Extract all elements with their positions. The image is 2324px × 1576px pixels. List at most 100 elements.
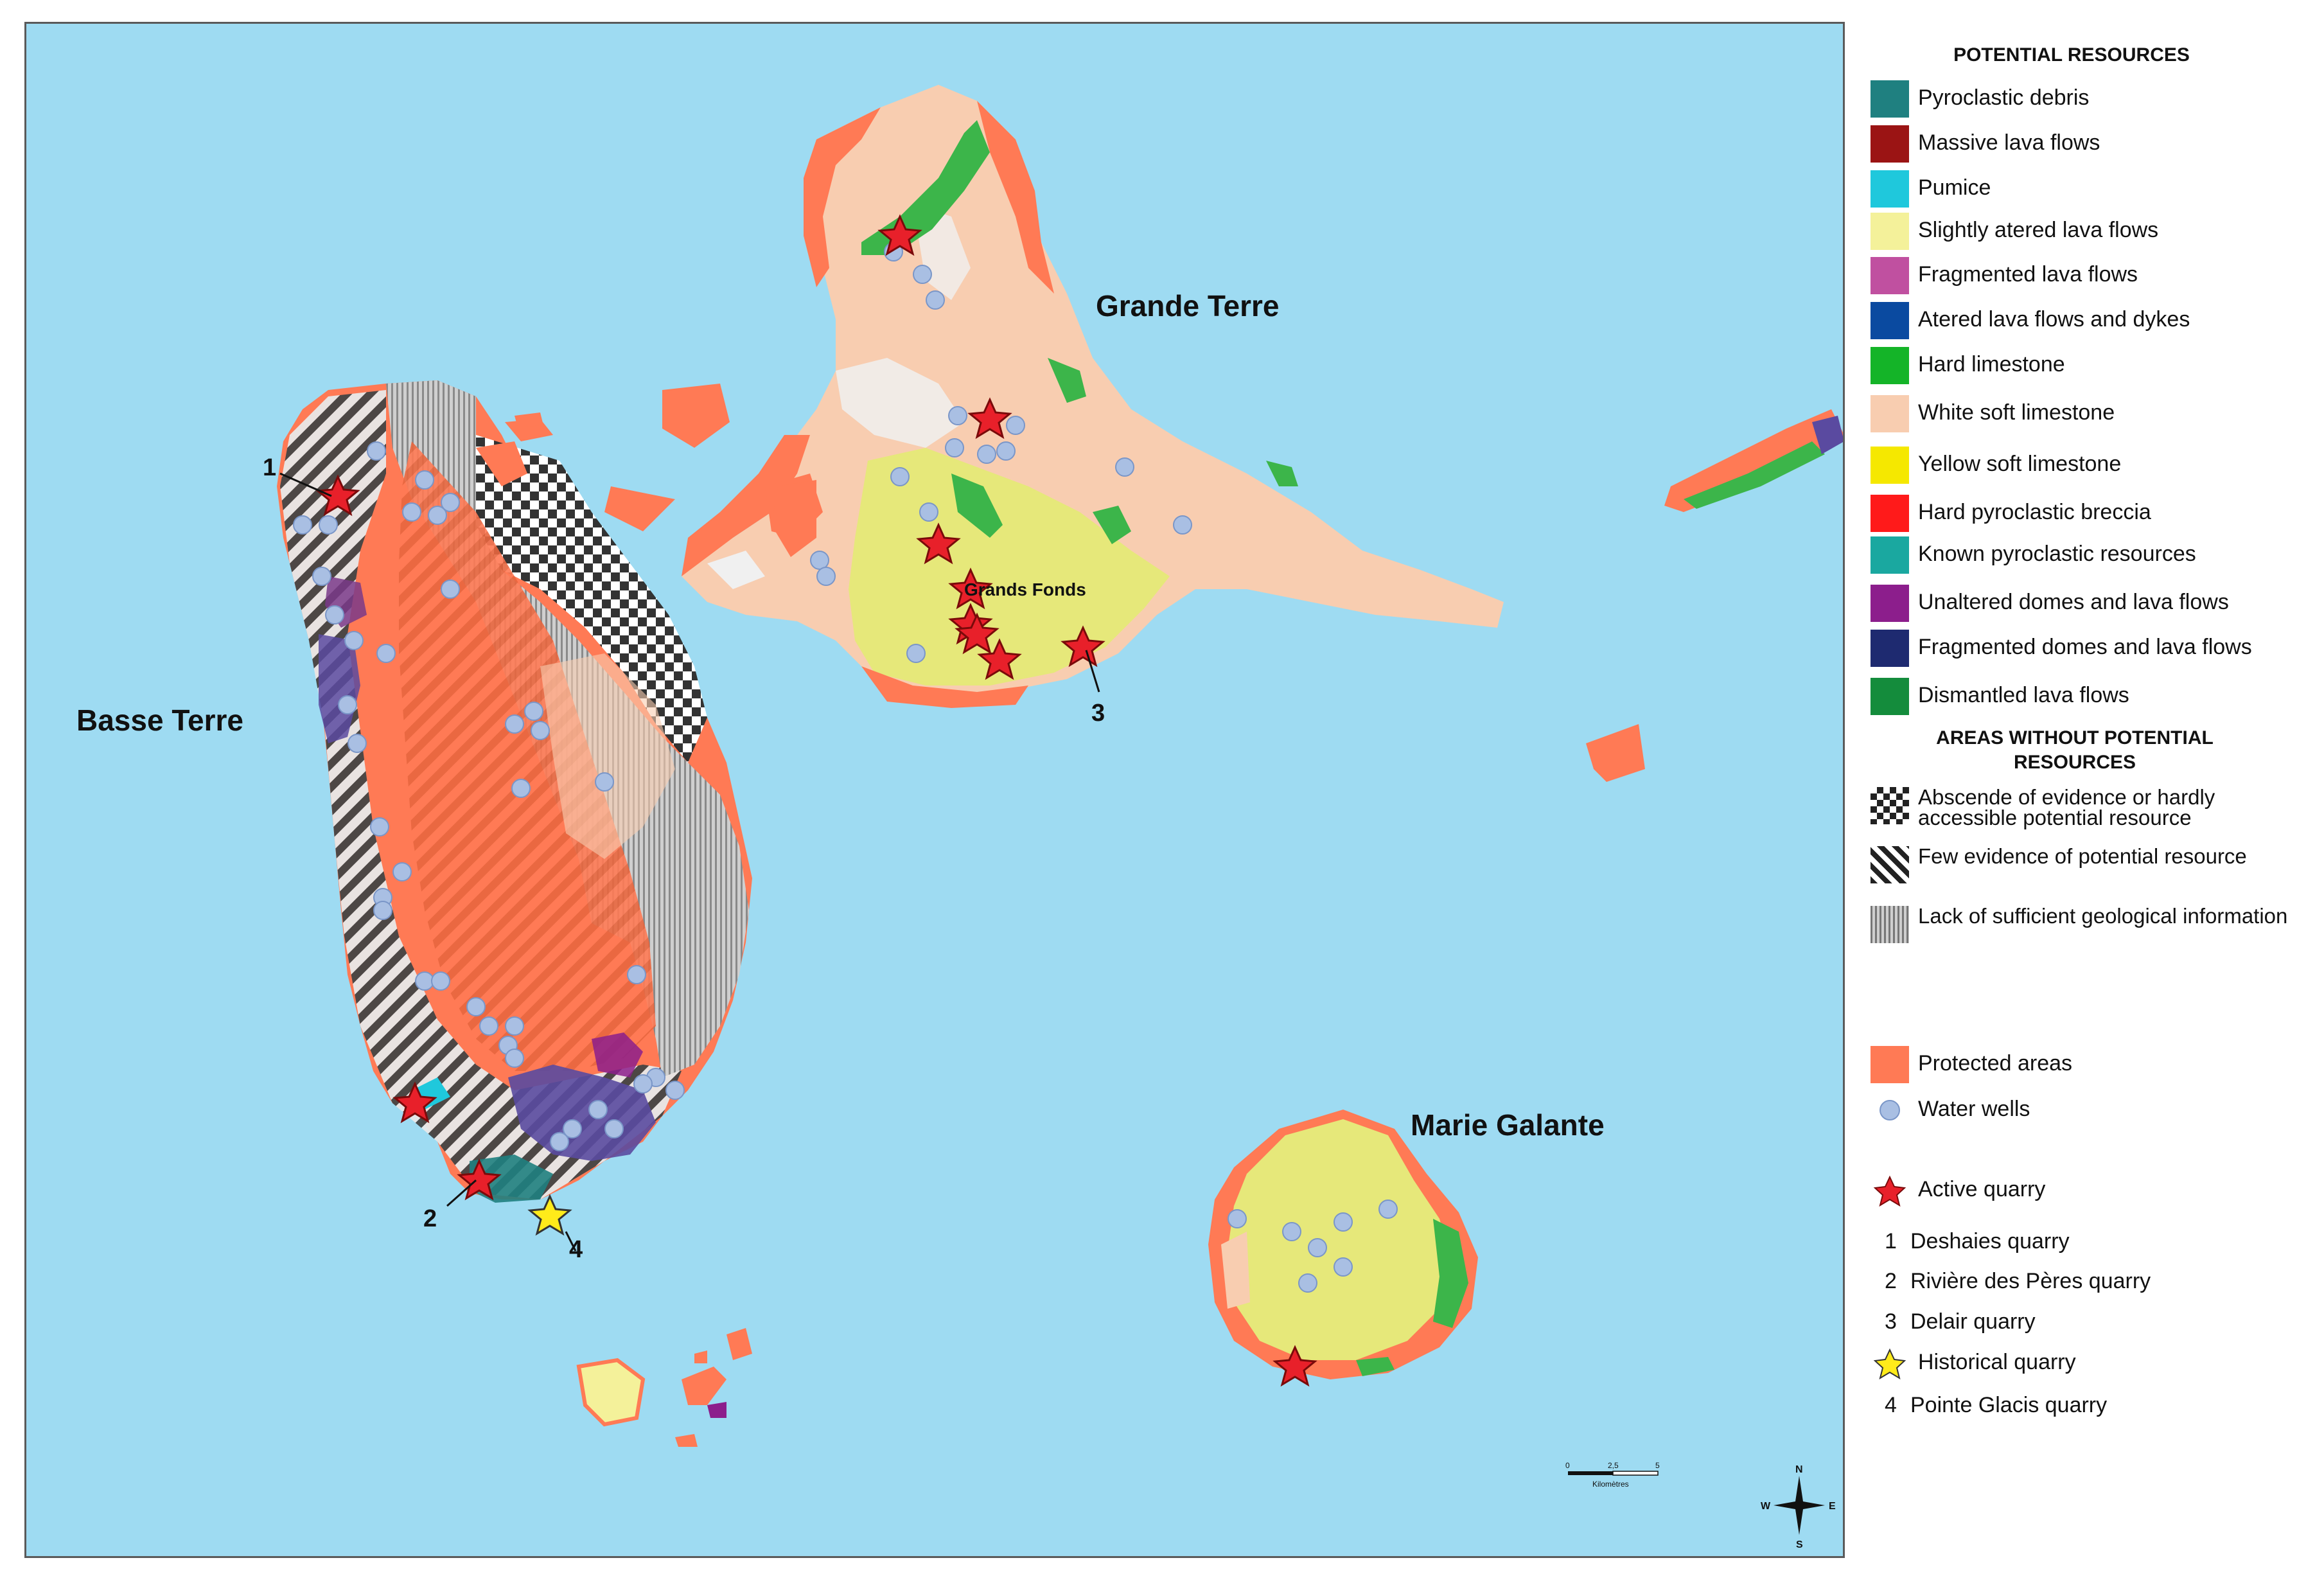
legend-row-protected: Protected areas	[1871, 1046, 2307, 1083]
basse-terre-unaltered-south	[592, 1032, 643, 1077]
water-well	[415, 470, 434, 490]
water-well	[312, 567, 331, 586]
water-well	[524, 702, 543, 721]
legend-label: Known pyroclastic resources	[1918, 542, 2196, 566]
water-well	[906, 644, 926, 663]
water-well	[293, 515, 312, 535]
label-basse-terre: Basse Terre	[76, 704, 243, 737]
grande-terre-hard-limestone-mid	[951, 474, 1003, 538]
water-well	[816, 567, 836, 586]
quarry-3-num: 3	[1885, 1309, 1897, 1334]
water-well	[505, 1016, 524, 1036]
water-well	[441, 580, 460, 599]
legend-label: Atered lava flows and dykes	[1918, 307, 2190, 332]
legend-row-area: Abscende of evidence or hardly accessibl…	[1871, 786, 2307, 828]
compass-rose: N S E W	[1761, 1464, 1836, 1550]
water-well	[627, 965, 646, 984]
legend-row-potential: Yellow soft limestone	[1871, 447, 2307, 484]
water-well	[511, 779, 531, 798]
quarry-2-row: 2 Rivière des Pères quarry	[1885, 1269, 2151, 1294]
active-quarry-star	[877, 214, 922, 256]
water-well	[319, 515, 338, 535]
water-well	[373, 901, 392, 920]
legend-row-potential: Slightly atered lava flows	[1871, 213, 2307, 250]
active-quarry-icon	[1873, 1175, 1906, 1207]
grande-terre-island	[682, 85, 1504, 708]
legend-swatch	[1871, 536, 1909, 574]
basse-terre-checker-area	[476, 435, 707, 763]
water-well	[370, 817, 389, 837]
islet-3	[726, 1328, 752, 1360]
legend-label: Abscende of evidence or hardly accessibl…	[1918, 785, 2215, 829]
historical-quarry-star	[527, 1194, 572, 1236]
protected-label: Protected areas	[1918, 1051, 2073, 1076]
water-well	[996, 441, 1016, 461]
legend-swatch	[1871, 170, 1909, 208]
islet-6	[694, 1350, 707, 1363]
legend-pattern-swatch	[1871, 846, 1909, 883]
active-quarries	[315, 214, 1317, 1387]
active-quarry-star	[948, 567, 993, 610]
water-wells-label: Water wells	[1918, 1097, 2030, 1121]
compass-w: W	[1761, 1501, 1771, 1512]
protected-offshore-2	[604, 486, 675, 531]
water-well	[1378, 1200, 1398, 1219]
water-well	[945, 438, 964, 457]
legend-row-potential: Pyroclastic debris	[1871, 80, 2307, 118]
water-well	[550, 1132, 569, 1151]
marie-galante-island	[1208, 1110, 1478, 1379]
active-quarry-star	[916, 522, 961, 565]
legend-row-potential: Fragmented lava flows	[1871, 257, 2307, 294]
scale-bar: 0 2,5 5 Kilomètres	[1565, 1461, 1660, 1489]
water-well	[810, 551, 829, 570]
water-well	[563, 1119, 582, 1138]
legend-row-area: Few evidence of potential resource	[1871, 846, 2307, 883]
islet-4	[707, 1402, 726, 1418]
scale-unit: Kilomètres	[1592, 1480, 1629, 1489]
legend-label: Hard pyroclastic breccia	[1918, 500, 2151, 524]
grande-terre-protected-east	[977, 101, 1054, 294]
water-well	[665, 1081, 685, 1100]
label-marie-galante: Marie Galante	[1411, 1108, 1605, 1142]
water-well	[505, 714, 524, 734]
quarry-3-name: Delair quarry	[1910, 1309, 2036, 1334]
water-well	[415, 971, 434, 991]
legend-label: Fragmented lava flows	[1918, 262, 2138, 287]
compass-e: E	[1829, 1501, 1836, 1512]
legend-label: Few evidence of potential resource	[1918, 844, 2247, 868]
legend-label: Dismantled lava flows	[1918, 683, 2129, 707]
water-well	[402, 502, 421, 522]
legend-swatch	[1871, 80, 1909, 118]
water-well	[367, 441, 386, 461]
water-well	[977, 445, 996, 464]
legend-label: White soft limestone	[1918, 400, 2115, 425]
callout-4: 4	[569, 1236, 583, 1263]
basse-terre-white-limestone	[540, 653, 675, 859]
active-quarry-star	[1061, 625, 1105, 668]
protected-offshore-1	[662, 384, 730, 448]
water-well-icon	[1879, 1100, 1900, 1120]
legend-label: Lack of sufficient geological informatio…	[1918, 904, 2288, 928]
legend-pattern-swatch	[1871, 787, 1909, 824]
scale-bar-segment	[1612, 1471, 1659, 1476]
quarry-4-name: Pointe Glacis quarry	[1910, 1393, 2108, 1417]
grande-terre-protected-south	[861, 666, 1028, 708]
legend-row-potential: Unaltered domes and lava flows	[1871, 585, 2307, 622]
legend-row-potential: Known pyroclastic resources	[1871, 536, 2307, 574]
quarry-3-row: 3 Delair quarry	[1885, 1309, 2036, 1334]
callout-1: 1	[263, 454, 276, 481]
water-well	[633, 1074, 653, 1093]
active-quarry-star	[977, 638, 1022, 680]
water-well	[441, 493, 460, 512]
active-quarry-label: Active quarry	[1918, 1177, 2046, 1201]
basse-terre-protected-north	[476, 441, 527, 486]
legend-label: Massive lava flows	[1918, 130, 2100, 155]
water-well	[1334, 1257, 1353, 1277]
water-well	[1228, 1209, 1247, 1228]
water-well	[588, 1100, 608, 1119]
islet-5	[675, 1434, 698, 1447]
quarry-1-row: 1 Deshaies quarry	[1885, 1229, 2070, 1254]
legend-swatch	[1871, 495, 1909, 532]
legend: POTENTIAL RESOURCES Pyroclastic debris Ma…	[1863, 35, 2312, 1513]
protected-swatch	[1871, 1046, 1909, 1083]
